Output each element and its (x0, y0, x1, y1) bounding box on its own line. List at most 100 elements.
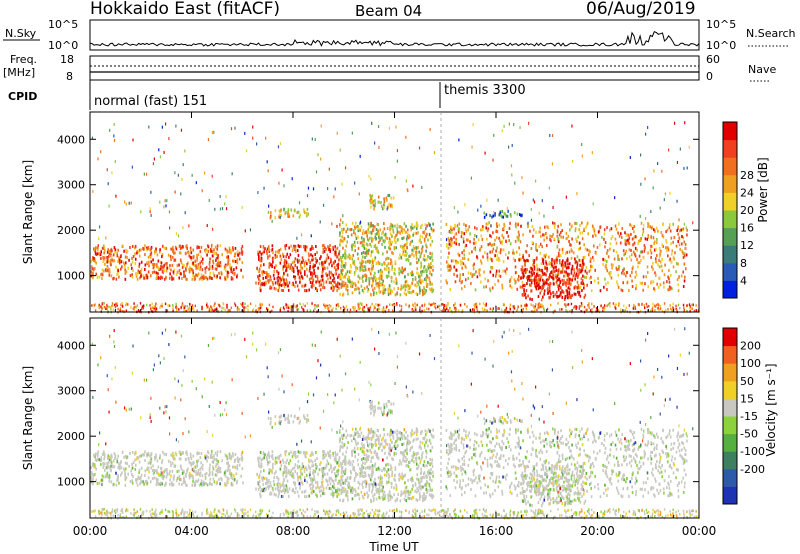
power-point (688, 303, 691, 306)
power-point (442, 309, 444, 312)
power-point (668, 277, 670, 281)
power-point (465, 224, 467, 228)
power-point (421, 235, 424, 239)
power-point (532, 228, 535, 232)
power-point (409, 240, 412, 244)
power-point (464, 264, 466, 268)
power-point (581, 303, 583, 306)
power-point (106, 168, 108, 172)
velocity-point (312, 490, 315, 494)
power-point (593, 229, 596, 233)
power-point (137, 308, 140, 312)
power-point (411, 270, 413, 274)
power-point (224, 202, 226, 206)
velocity-point (338, 464, 340, 468)
power-point (647, 251, 649, 255)
power-point (485, 213, 488, 217)
power-point (535, 230, 537, 234)
power-point (170, 275, 173, 279)
velocity-point (101, 474, 104, 478)
power-point (311, 283, 314, 287)
power-point (304, 289, 306, 293)
power-point (672, 302, 674, 306)
power-point (697, 309, 700, 312)
power-point (230, 248, 232, 252)
power-point (392, 196, 395, 200)
power-point (532, 198, 534, 202)
power-point (295, 249, 297, 253)
power-point (150, 260, 153, 264)
power-point (400, 255, 402, 259)
velocity-point (313, 477, 316, 481)
power-point (335, 247, 337, 251)
velocity-point (157, 472, 160, 476)
power-point (321, 244, 324, 248)
velocity-point (312, 464, 315, 468)
power-point (281, 277, 284, 281)
velocity-point (283, 470, 286, 474)
power-point (305, 214, 308, 218)
power-point (535, 245, 537, 249)
power-point (346, 308, 349, 312)
power-point (333, 276, 335, 280)
power-point (359, 265, 362, 269)
velocity-point (335, 490, 337, 494)
power-point (445, 260, 448, 264)
power-point (506, 214, 509, 218)
power-point (306, 274, 309, 278)
power-point (645, 275, 647, 279)
power-point (407, 259, 410, 263)
velocity-point (266, 453, 269, 457)
power-point (150, 190, 152, 194)
power-point (185, 277, 187, 281)
power-point (561, 308, 563, 311)
power-point (514, 239, 517, 243)
power-point (522, 272, 524, 276)
power-point (183, 273, 185, 277)
power-point (140, 267, 143, 271)
power-point (383, 206, 385, 210)
power-point (624, 309, 626, 312)
power-point (121, 265, 123, 269)
power-point (221, 253, 224, 257)
power-point (653, 241, 655, 245)
power-point (533, 265, 536, 269)
velocity-point (140, 454, 143, 458)
power-point (367, 222, 370, 226)
power-point (417, 245, 419, 249)
power-point (683, 262, 686, 266)
velocity-point (262, 482, 265, 486)
velocity-point (182, 481, 185, 485)
power-point (403, 253, 406, 257)
power-point (365, 278, 367, 282)
power-point (683, 240, 686, 244)
power-point (658, 276, 661, 280)
power-point (160, 304, 162, 308)
power-point (374, 276, 377, 280)
power-point (120, 260, 123, 264)
power-point (296, 308, 298, 312)
power-point (400, 226, 403, 230)
velocity-point (211, 483, 213, 487)
power-point (212, 227, 214, 231)
velocity-point (236, 467, 239, 471)
power-point (609, 247, 611, 251)
power-point (473, 241, 476, 245)
power-point (90, 260, 93, 264)
power-point (419, 254, 422, 258)
power-point (502, 260, 505, 264)
power-point (615, 280, 618, 284)
velocity-point (161, 482, 164, 486)
power-point (396, 226, 398, 230)
power-point (686, 166, 688, 170)
power-point (279, 254, 282, 258)
velocity-point (315, 451, 317, 455)
power-point (386, 236, 389, 240)
velocity-point (193, 481, 196, 485)
power-point (387, 262, 390, 266)
velocity-point (181, 483, 183, 487)
velocity-point (197, 468, 200, 472)
power-point (656, 237, 658, 241)
power-point (140, 260, 143, 264)
velocity-point (146, 481, 149, 485)
